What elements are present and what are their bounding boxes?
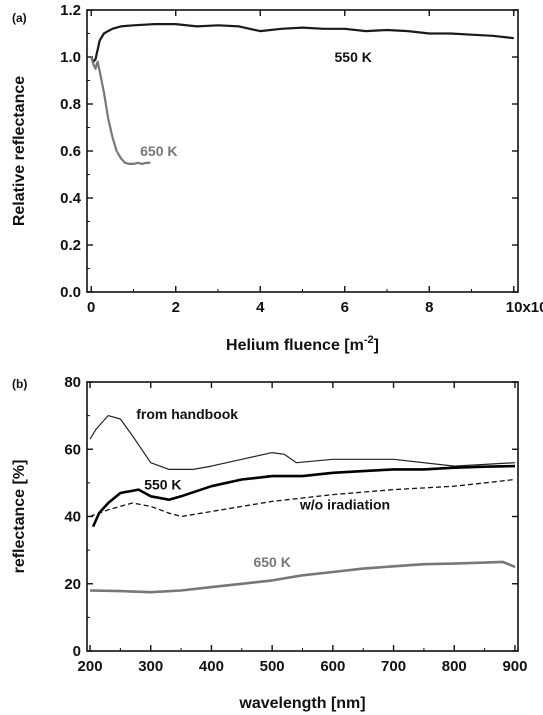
chart-panel-a: (a) 0 2 4 6 8 10x1025 0.0 0.2 0.4 0.6 0.8 1.0 1.2 Heli… [11, 2, 543, 354]
x-tick-label: 10x1025 [506, 297, 543, 316]
y-tick-label: 1.2 [60, 2, 81, 19]
series-label-650-k: 650 K [253, 554, 290, 570]
y-tick-label: 0.4 [60, 190, 82, 207]
series-line-650-k [90, 56, 151, 165]
chart-panel-b: (b) 200 300 400 500 600 700 800 900 0 20 40 60 80 wave… [11, 374, 527, 712]
series-line-w-o-iradiation [89, 478, 516, 518]
y-tick-label: 1.0 [60, 49, 81, 66]
x-tick-label: 0 [87, 299, 95, 316]
x-tick-label: 900 [502, 658, 527, 675]
y-tick-label: 60 [64, 441, 81, 458]
x-tick-label: 400 [199, 658, 224, 675]
y-tick-label: 40 [64, 509, 81, 526]
plot-frame [86, 381, 519, 652]
x-axis-label-tail: ] [374, 337, 379, 354]
series-line-650-k [89, 560, 516, 594]
x-tick-label: 200 [78, 658, 103, 675]
y-tick-label: 80 [64, 374, 81, 391]
x-tick-label: 2 [172, 299, 180, 316]
y-tick-label: 20 [64, 576, 81, 593]
series-line-550-k [91, 464, 516, 528]
y-axis-label: reflectance [%] [11, 460, 28, 574]
y-tick-label: 0 [73, 643, 81, 660]
series-label-550-k: 550 K [144, 477, 181, 493]
y-tick-label: 0.8 [60, 96, 81, 113]
x-tick-label: 800 [442, 658, 467, 675]
x-tick-label: 8 [425, 299, 433, 316]
x-tick-label: 700 [381, 658, 406, 675]
y-tick-label: 0.0 [60, 284, 81, 301]
series-label-550k: 550 K [335, 49, 372, 65]
y-axis-label: Relative reflectance [11, 76, 28, 226]
panel-label: (a) [12, 11, 27, 25]
series-label-from-handbook: from handbook [136, 406, 238, 422]
y-tick-label: 0.6 [60, 143, 81, 160]
series-line-550-k [90, 23, 514, 63]
series-label-650k: 650 K [140, 143, 177, 159]
x-tick-label: 6 [341, 299, 349, 316]
x-tick-label: 4 [256, 299, 265, 316]
series-label-w-o-iradiation: w/o iradiation [299, 497, 390, 513]
panel-label: (b) [12, 377, 27, 391]
x-axis-label: Helium fluence [m-2] [226, 334, 379, 354]
series-line-from-handbook [89, 415, 516, 470]
x-tick-label: 300 [138, 658, 163, 675]
y-tick-label: 0.2 [60, 237, 81, 254]
x-tick-label: 500 [260, 658, 285, 675]
x-axis-label: wavelength [nm] [238, 695, 365, 712]
x-tick-label: 600 [320, 658, 345, 675]
x-axis-label-exponent: -2 [364, 334, 374, 346]
